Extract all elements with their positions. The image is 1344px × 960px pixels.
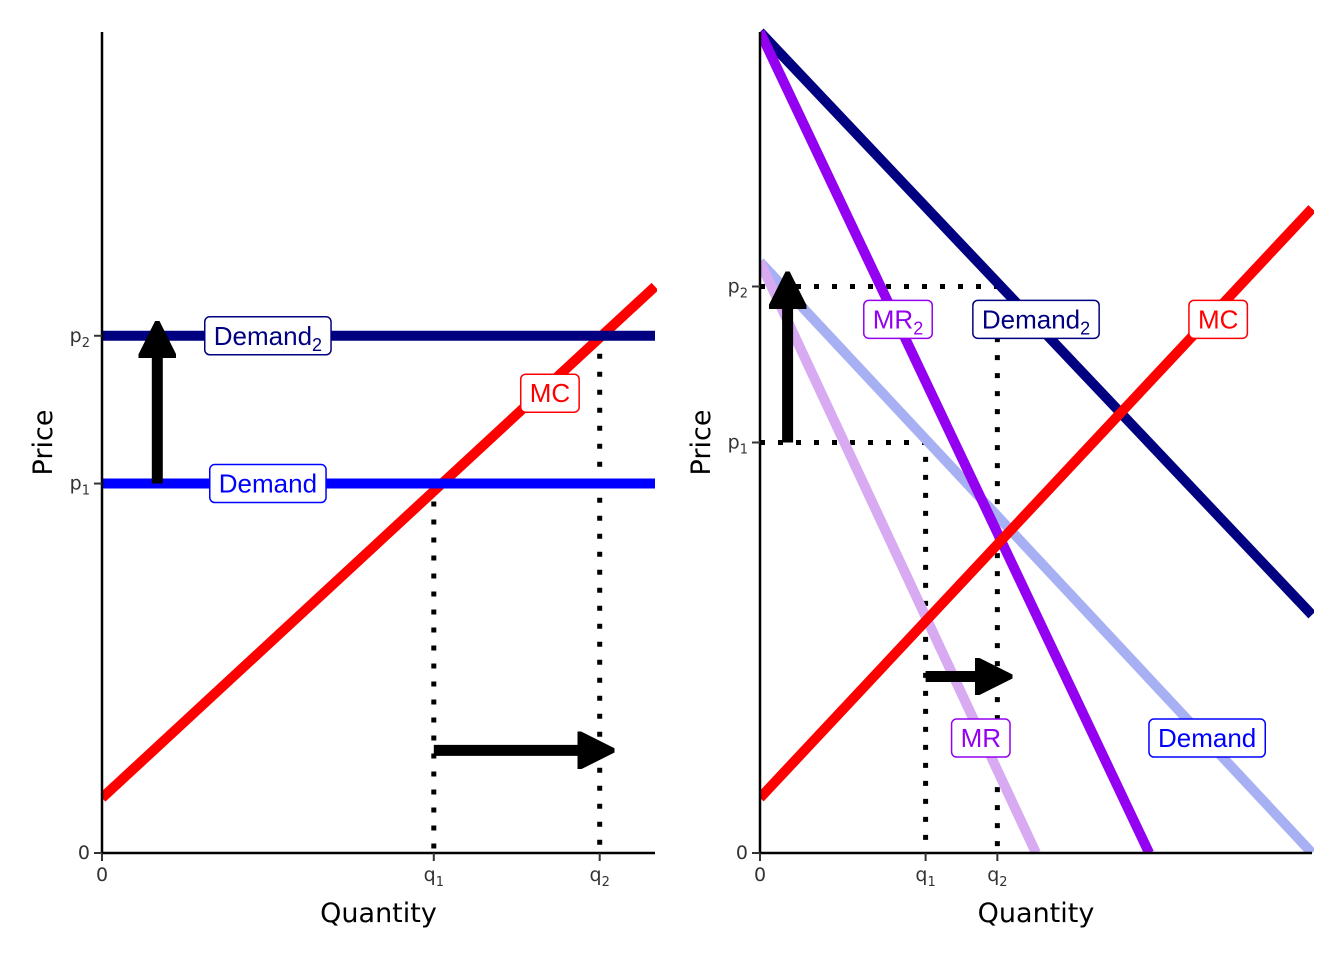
curve-mc (102, 282, 657, 802)
label-demand2: Demand2 (972, 299, 1100, 340)
x-axis-title: Quantity (320, 898, 437, 929)
svg-text:Demand: Demand (219, 469, 317, 499)
y-tick-label: 0 (78, 842, 90, 864)
label-mc: MC (1188, 299, 1249, 340)
x-tick-label: q1 (915, 864, 935, 890)
svg-text:MC: MC (1198, 304, 1238, 334)
svg-text:MR2: MR2 (873, 304, 923, 338)
x-tick-label: 0 (96, 864, 108, 886)
svg-text:Demand2: Demand2 (214, 321, 322, 355)
svg-text:MC: MC (530, 378, 570, 408)
x-axis-title: Quantity (978, 898, 1095, 929)
label-mc: MC (519, 373, 580, 413)
y-tick-label: 0 (736, 842, 748, 864)
label-demand2: Demand2 (204, 316, 332, 356)
guide-line (760, 284, 1000, 853)
curve-demand (760, 258, 1314, 853)
y-axis-title: Price (686, 410, 717, 476)
y-tick-label: p1 (70, 473, 90, 499)
curve-mc (760, 205, 1314, 802)
x-tick-label: q2 (590, 864, 610, 890)
y-tick-label: p2 (70, 325, 90, 351)
y-tick-label: p1 (728, 432, 748, 458)
svg-text:Demand2: Demand2 (982, 304, 1090, 338)
right-panel-chart: 0 q1 q2 0 p1 p2 Quantity Price Demand MR Demand2 MR… (686, 28, 1314, 929)
y-tick-label: p2 (728, 276, 748, 302)
left-panel-chart: 0 q1 q2 0 p1 p2 Quantity Price MC Demand Demand2 (28, 32, 657, 929)
plot-area (102, 282, 657, 853)
svg-text:MR: MR (961, 723, 1001, 753)
curve-mr2 (760, 29, 1154, 853)
curve-mr (760, 259, 1041, 853)
x-tick-label: q1 (424, 864, 444, 890)
label-mr: MR (950, 718, 1011, 758)
label-demand: Demand (1148, 718, 1267, 758)
y-axis-title: Price (28, 410, 59, 476)
label-mr2: MR2 (863, 299, 933, 340)
svg-text:Demand: Demand (1158, 723, 1256, 753)
x-tick-label: 0 (754, 864, 766, 886)
x-tick-label: q2 (987, 864, 1007, 890)
label-demand: Demand (209, 463, 327, 504)
